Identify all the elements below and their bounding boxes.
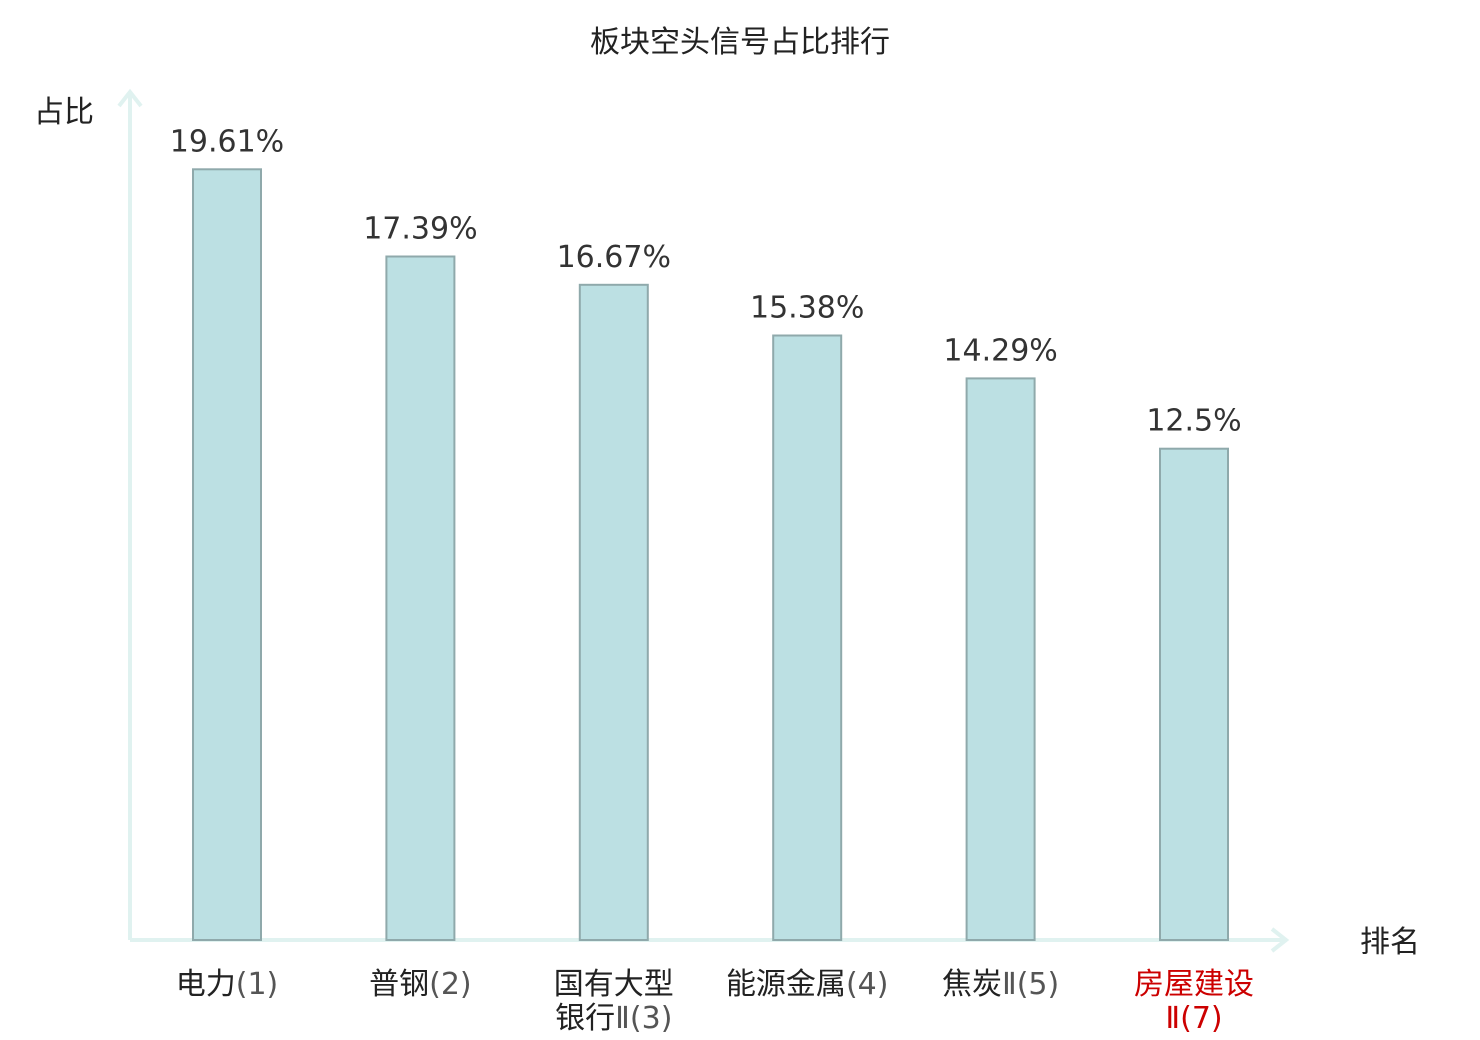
value-label-2: 17.39% [363, 212, 477, 247]
category-label-2: 普钢(2) [369, 967, 472, 1002]
x-axis-label: 排名 [1360, 925, 1420, 960]
category-label-line: 电力(1) [176, 967, 279, 1002]
category-label-line: 焦炭Ⅱ(5) [942, 967, 1059, 1002]
category-label-line: Ⅱ(7) [1165, 1001, 1222, 1036]
bar-4 [772, 334, 843, 941]
bar-3 [578, 283, 649, 941]
category-label-line: 银行Ⅱ(3) [555, 1001, 672, 1036]
bar-5 [965, 377, 1036, 941]
category-label-1: 电力(1) [176, 967, 279, 1002]
category-label-5: 焦炭Ⅱ(5) [942, 967, 1059, 1002]
bar-6 [1159, 447, 1229, 941]
axes [117, 88, 1290, 953]
chart-title: 板块空头信号占比排行 [590, 25, 890, 60]
value-label-5: 14.29% [943, 333, 1057, 368]
category-label-line: 房屋建设 [1134, 967, 1254, 1002]
category-label-4: 能源金属(4) [726, 967, 889, 1002]
value-label-3: 16.67% [557, 240, 671, 275]
y-axis-label: 占比 [34, 95, 94, 130]
value-label-4: 15.38% [750, 291, 864, 326]
y-axis-arrow [117, 88, 143, 108]
bar-1 [192, 168, 262, 942]
value-label-1: 19.61% [170, 124, 284, 159]
category-label-line: 能源金属(4) [726, 967, 889, 1002]
value-labels-group: 19.61% 17.39% 16.67% 15.38% 14.29% 12.5% [170, 124, 1242, 438]
bars-group [192, 168, 1229, 942]
category-label-line: 国有大型 [554, 967, 674, 1002]
bar-2 [385, 255, 456, 941]
category-label-line: 普钢(2) [369, 967, 472, 1002]
value-label-6: 12.5% [1146, 404, 1241, 439]
x-axis-arrow [1270, 927, 1290, 953]
